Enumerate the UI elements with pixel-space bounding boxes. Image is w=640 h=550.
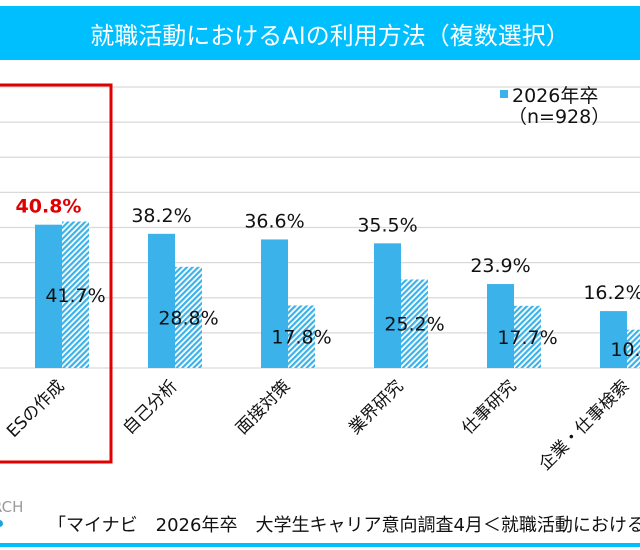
- data-label-hatched: 10.9%: [610, 339, 640, 361]
- data-label-hatched: 41.7%: [45, 285, 105, 307]
- legend-sample-size: （n=928）: [508, 106, 611, 128]
- bar-hatched: [62, 221, 89, 368]
- legend: 2026年卒 （n=928）: [500, 86, 610, 128]
- data-label-hatched: 28.8%: [158, 307, 218, 329]
- x-tick-label: 企業・仕事検索: [535, 376, 633, 474]
- bar-solid: [374, 243, 401, 368]
- data-label-solid: 16.2%: [583, 282, 640, 304]
- bar-solid: [35, 224, 62, 368]
- x-tick-labels: ESの作成 自己分析 面接対策 業界研究 仕事研究 企業・仕事検索: [3, 376, 633, 474]
- data-label-hatched: 17.8%: [271, 327, 331, 349]
- data-label-solid: 35.5%: [357, 214, 417, 236]
- data-label-highlight: 40.8%: [16, 196, 82, 218]
- bar-hatched: [175, 266, 202, 368]
- legend-series-label: 2026年卒: [512, 85, 599, 107]
- bar-solid: [261, 239, 288, 368]
- bar-hatched: [514, 305, 541, 368]
- bar-solid: [487, 284, 514, 368]
- x-tick-label: ESの作成: [3, 376, 68, 441]
- data-label-solid: 23.9%: [470, 255, 530, 277]
- bar-hatched: [627, 329, 640, 368]
- x-tick-label: 面接対策: [232, 376, 294, 438]
- x-tick-label: 自己分析: [119, 376, 181, 438]
- legend-swatch-icon: [500, 90, 508, 98]
- highlight-box: [0, 83, 113, 464]
- x-tick-label: 業界研究: [345, 376, 407, 438]
- chart-title: 就職活動におけるAIの利用方法（複数選択）: [90, 21, 570, 50]
- bar-hatched: [288, 305, 315, 368]
- bar-solid: [600, 311, 627, 368]
- data-label-solid: 36.6%: [244, 210, 304, 232]
- bar-hatched: [401, 279, 428, 368]
- x-tick-label: 仕事研究: [458, 376, 520, 438]
- data-label-hatched: 25.2%: [384, 314, 444, 336]
- data-labels: 40.8% 41.7% 38.2% 28.8% 36.6% 17.8% 35.5% 25.2%…: [16, 196, 640, 361]
- chart-title-bar: 就職活動におけるAIの利用方法（複数選択）: [0, 6, 640, 60]
- source-note: 「マイナビ 2026年卒 大学生キャリア意向調査4月＜就職活動におけるAIの: [48, 515, 640, 536]
- bars: [35, 221, 640, 368]
- data-label-hatched: 17.7%: [497, 327, 557, 349]
- data-label-solid: 38.2%: [131, 205, 191, 227]
- footer-logo-dot-icon: [0, 520, 3, 527]
- gridlines: [0, 86, 640, 369]
- footer-divider: [0, 543, 640, 547]
- bar-solid: [148, 233, 175, 368]
- footer-logo-text: RCH: [0, 498, 24, 516]
